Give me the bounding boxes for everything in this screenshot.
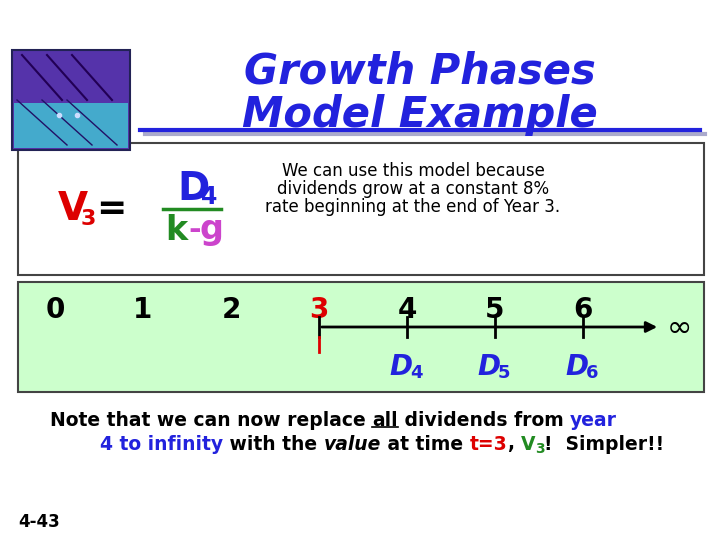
Text: ,: , — [508, 435, 521, 454]
Text: 3: 3 — [536, 442, 545, 456]
Text: year: year — [570, 410, 617, 429]
Text: 6: 6 — [573, 296, 593, 324]
Text: 4: 4 — [410, 364, 422, 382]
Text: We can use this model because: We can use this model because — [282, 162, 544, 180]
Text: D: D — [477, 353, 500, 381]
Text: 5: 5 — [498, 364, 510, 382]
Text: D: D — [390, 353, 413, 381]
Text: -: - — [189, 217, 202, 246]
Text: at time: at time — [381, 435, 469, 454]
Text: Note that we can now replace: Note that we can now replace — [50, 410, 372, 429]
Text: rate beginning at the end of Year 3.: rate beginning at the end of Year 3. — [266, 198, 561, 216]
Text: 4: 4 — [201, 185, 217, 209]
Text: $\mathbf{g}$: $\mathbf{g}$ — [199, 214, 222, 247]
Text: 2: 2 — [221, 296, 240, 324]
Text: 4-43: 4-43 — [18, 513, 60, 531]
Text: Model Example: Model Example — [242, 94, 598, 136]
Text: =: = — [96, 192, 126, 226]
Text: 0: 0 — [45, 296, 65, 324]
Text: 3: 3 — [81, 209, 96, 229]
Text: dividends from: dividends from — [398, 410, 570, 429]
Text: $\mathbf{D}$: $\mathbf{D}$ — [177, 170, 209, 208]
Text: 5: 5 — [485, 296, 505, 324]
Text: $\infty$: $\infty$ — [666, 313, 690, 341]
Text: Growth Phases: Growth Phases — [244, 51, 596, 93]
Text: V: V — [521, 435, 536, 454]
Bar — [14, 103, 128, 148]
Text: 4 to infinity: 4 to infinity — [100, 435, 223, 454]
Text: $\mathbf{k}$: $\mathbf{k}$ — [165, 214, 189, 247]
Text: value: value — [324, 435, 381, 454]
Text: 4: 4 — [397, 296, 417, 324]
Text: 3: 3 — [310, 296, 329, 324]
Text: !  Simpler!!: ! Simpler!! — [544, 435, 665, 454]
Bar — [18, 143, 704, 275]
Text: 1: 1 — [133, 296, 153, 324]
Bar — [12, 50, 130, 150]
Bar — [18, 282, 704, 392]
Text: dividends grow at a constant 8%: dividends grow at a constant 8% — [277, 180, 549, 198]
Text: D: D — [565, 353, 588, 381]
Text: t=3: t=3 — [469, 435, 508, 454]
Text: with the: with the — [223, 435, 324, 454]
Text: 6: 6 — [586, 364, 598, 382]
Text: all: all — [372, 410, 398, 429]
Text: $\mathbf{V}$: $\mathbf{V}$ — [57, 190, 89, 228]
